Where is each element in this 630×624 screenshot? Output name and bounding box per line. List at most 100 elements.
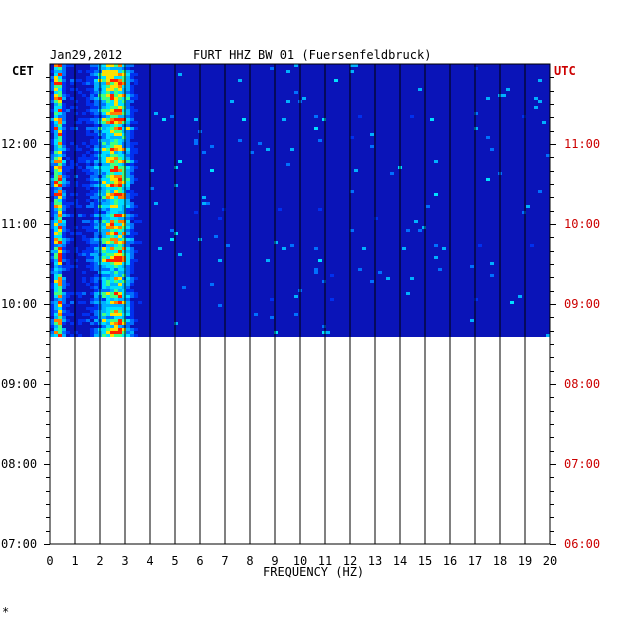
heatmap-cell [50, 178, 54, 181]
heatmap-cell [90, 79, 94, 82]
heatmap-cell [94, 121, 98, 124]
heatmap-cell [114, 286, 118, 289]
heatmap-cell [86, 319, 90, 322]
heatmap-cell [194, 142, 198, 145]
heatmap-cell [54, 166, 58, 169]
heatmap-cell [118, 100, 122, 103]
heatmap-cell [122, 241, 126, 244]
heatmap-cell [58, 88, 62, 91]
heatmap-cell [94, 106, 98, 109]
heatmap-cell [94, 91, 98, 94]
heatmap-cell [94, 151, 98, 154]
heatmap-cell [174, 166, 178, 169]
cet-tick-label: 09:00 [1, 377, 37, 391]
heatmap-cell [378, 271, 382, 274]
heatmap-cell [110, 166, 114, 169]
heatmap-cell [54, 283, 58, 286]
heatmap-cell [110, 334, 114, 337]
heatmap-cell [102, 319, 106, 322]
heatmap-cell [50, 76, 54, 79]
heatmap-cell [122, 112, 126, 115]
heatmap-cell [118, 268, 122, 271]
heatmap-cell [318, 208, 322, 211]
heatmap-cell [58, 268, 62, 271]
heatmap-cell [90, 97, 94, 100]
heatmap-cell [58, 289, 62, 292]
heatmap-cell [78, 232, 82, 235]
heatmap-cell [250, 151, 254, 154]
heatmap-cell [114, 268, 118, 271]
heatmap-cell [126, 109, 130, 112]
heatmap-cell [90, 109, 94, 112]
x-tick-label: 15 [418, 554, 432, 568]
heatmap-cell [54, 262, 58, 265]
heatmap-cell [122, 133, 126, 136]
heatmap-cell [110, 160, 114, 163]
heatmap-cell [50, 322, 54, 325]
heatmap-cell [70, 313, 74, 316]
heatmap-cell [94, 262, 98, 265]
heatmap-cell [106, 310, 110, 313]
heatmap-cell [134, 292, 138, 295]
heatmap-cell [102, 280, 106, 283]
heatmap-cell [118, 67, 122, 70]
heatmap-cell [414, 220, 418, 223]
heatmap-cell [62, 286, 66, 289]
heatmap-cell [94, 127, 98, 130]
heatmap-cell [134, 205, 138, 208]
heatmap-cell [70, 163, 74, 166]
heatmap-cell [122, 97, 126, 100]
heatmap-cell [102, 295, 106, 298]
heatmap-cell [110, 256, 114, 259]
heatmap-cell [90, 103, 94, 106]
heatmap-cell [50, 310, 54, 313]
heatmap-cell [114, 103, 118, 106]
heatmap-cell [70, 106, 74, 109]
heatmap-cell [114, 178, 118, 181]
heatmap-cell [54, 334, 58, 337]
heatmap-cell [202, 202, 206, 205]
heatmap-cell [78, 148, 82, 151]
heatmap-cell [66, 250, 70, 253]
x-tick-label: 19 [518, 554, 532, 568]
heatmap-cell [122, 316, 126, 319]
heatmap-cell [110, 193, 114, 196]
heatmap-cell [110, 202, 114, 205]
heatmap-cell [58, 160, 62, 163]
heatmap-cell [110, 325, 114, 328]
heatmap-cell [58, 145, 62, 148]
heatmap-cell [106, 268, 110, 271]
heatmap-cell [62, 328, 66, 331]
heatmap-cell [62, 253, 66, 256]
heatmap-cell [118, 136, 122, 139]
heatmap-cell [122, 280, 126, 283]
heatmap-cell [50, 208, 54, 211]
heatmap-cell [118, 253, 122, 256]
heatmap-cell [62, 244, 66, 247]
heatmap-cell [314, 271, 318, 274]
heatmap-cell [50, 256, 54, 259]
heatmap-cell [114, 319, 118, 322]
heatmap-cell [90, 178, 94, 181]
heatmap-cell [66, 169, 70, 172]
heatmap-cell [62, 331, 66, 334]
heatmap-cell [82, 253, 86, 256]
heatmap-cell [54, 295, 58, 298]
heatmap-cell [110, 130, 114, 133]
heatmap-cell [86, 76, 90, 79]
heatmap-cell [54, 214, 58, 217]
heatmap-cell [58, 115, 62, 118]
heatmap-cell [54, 265, 58, 268]
heatmap-cell [94, 310, 98, 313]
heatmap-cell [50, 238, 54, 241]
heatmap-cell [114, 241, 118, 244]
heatmap-cell [122, 202, 126, 205]
heatmap-cell [54, 175, 58, 178]
heatmap-cell [110, 229, 114, 232]
heatmap-cell [106, 289, 110, 292]
heatmap-cell [90, 172, 94, 175]
heatmap-cell [106, 316, 110, 319]
heatmap-cell [58, 118, 62, 121]
heatmap-cell [90, 205, 94, 208]
heatmap-cell [102, 217, 106, 220]
